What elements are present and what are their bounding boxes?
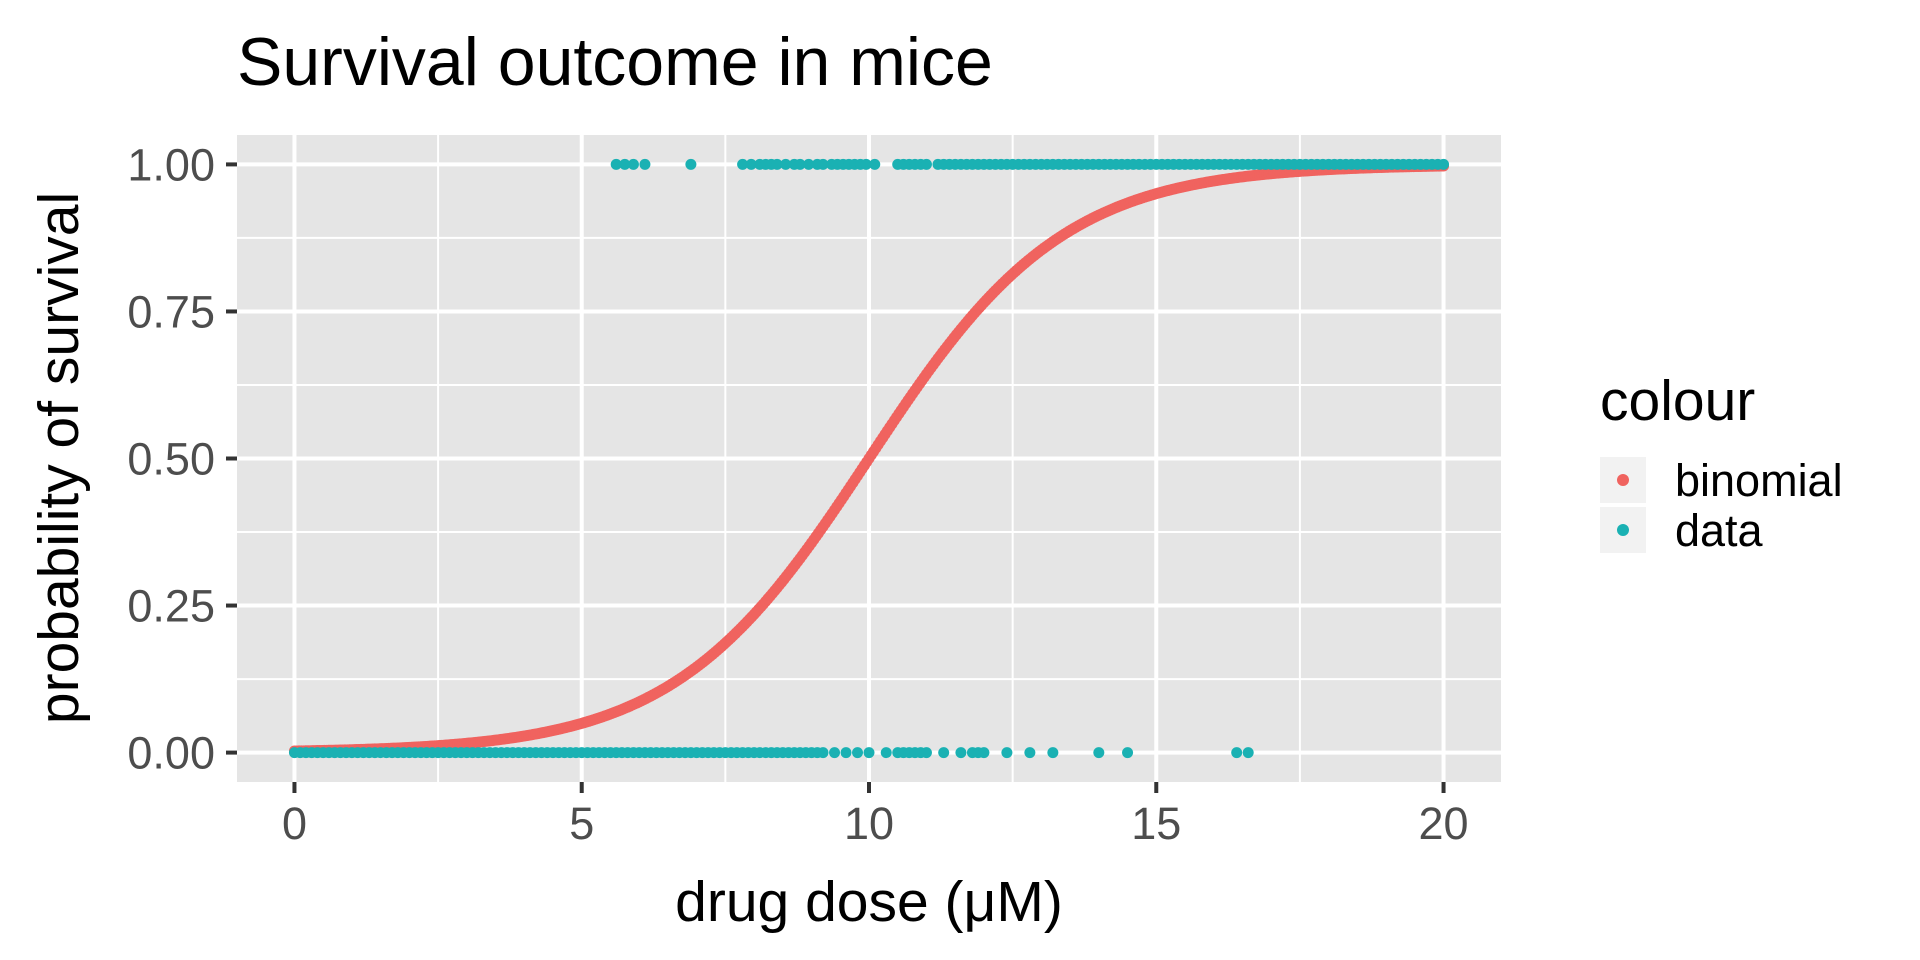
x-tick-label: 20 — [1419, 798, 1469, 849]
y-axis-title: probability of survival — [27, 192, 91, 724]
data-point — [863, 747, 875, 759]
y-tick-label: 0.50 — [127, 434, 215, 485]
data-point — [803, 158, 815, 170]
data-point — [920, 158, 932, 170]
data-point — [978, 747, 990, 759]
data-point — [920, 747, 932, 759]
y-axis: 0.00 0.25 0.50 0.75 1.00 — [127, 139, 237, 779]
y-tick-label: 0.25 — [127, 581, 215, 632]
series-data — [288, 158, 1450, 759]
legend-key-data — [1617, 524, 1629, 536]
data-point — [639, 158, 651, 170]
legend-title: colour — [1600, 369, 1755, 433]
data-point — [860, 158, 872, 170]
x-axis-title: drug dose (μM) — [675, 870, 1063, 934]
legend-label-data: data — [1675, 505, 1764, 556]
x-tick-label: 5 — [569, 798, 594, 849]
x-axis: 0 5 10 15 20 — [282, 782, 1469, 849]
data-point — [1024, 747, 1036, 759]
data-point — [852, 747, 864, 759]
data-point — [829, 747, 841, 759]
data-point — [840, 747, 852, 759]
data-point — [869, 158, 881, 170]
data-point — [880, 747, 892, 759]
data-point — [610, 158, 622, 170]
data-point — [780, 158, 792, 170]
data-point — [685, 158, 697, 170]
data-point — [771, 158, 783, 170]
legend: colour binomial data — [1600, 369, 1843, 556]
chart-title: Survival outcome in mice — [237, 24, 993, 100]
legend-label-binomial: binomial — [1675, 455, 1843, 506]
data-point — [737, 158, 749, 170]
data-point — [817, 747, 829, 759]
data-point — [794, 158, 806, 170]
x-tick-label: 15 — [1131, 798, 1181, 849]
data-point — [1242, 747, 1254, 759]
data-point — [938, 747, 950, 759]
data-point — [1093, 747, 1105, 759]
x-tick-label: 10 — [844, 798, 894, 849]
data-point — [619, 158, 631, 170]
data-point — [1047, 747, 1059, 759]
y-tick-label: 0.75 — [127, 286, 215, 337]
data-point — [1122, 747, 1134, 759]
legend-key-binomial — [1617, 474, 1629, 486]
data-point — [1231, 747, 1243, 759]
data-point — [817, 158, 829, 170]
data-point — [627, 158, 639, 170]
data-point — [955, 747, 967, 759]
data-point — [1001, 747, 1013, 759]
data-point — [1438, 158, 1450, 170]
y-tick-label: 0.00 — [127, 728, 215, 779]
x-tick-label: 0 — [282, 798, 307, 849]
data-point — [745, 158, 757, 170]
y-tick-label: 1.00 — [127, 139, 215, 190]
